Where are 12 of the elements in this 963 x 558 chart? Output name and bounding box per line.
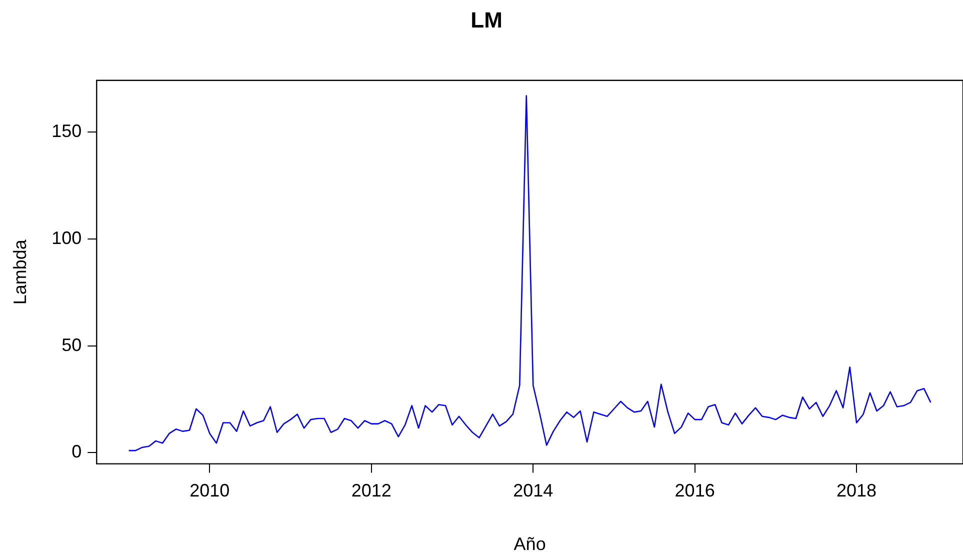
x-tick-label: 2014 (513, 480, 554, 501)
y-axis-title: Lambda (10, 238, 30, 305)
x-tick-label: 2010 (190, 480, 230, 501)
y-tick-label: 50 (62, 334, 82, 355)
x-tick-label: 2016 (674, 480, 715, 501)
x-axis-title: Año (514, 534, 546, 554)
chart-title: LM (470, 7, 502, 32)
x-tick-label: 2018 (836, 480, 877, 501)
y-tick-label: 150 (52, 121, 82, 142)
y-tick-label: 0 (72, 442, 82, 462)
y-tick-label: 100 (52, 228, 82, 248)
x-tick-label: 2012 (351, 480, 392, 501)
